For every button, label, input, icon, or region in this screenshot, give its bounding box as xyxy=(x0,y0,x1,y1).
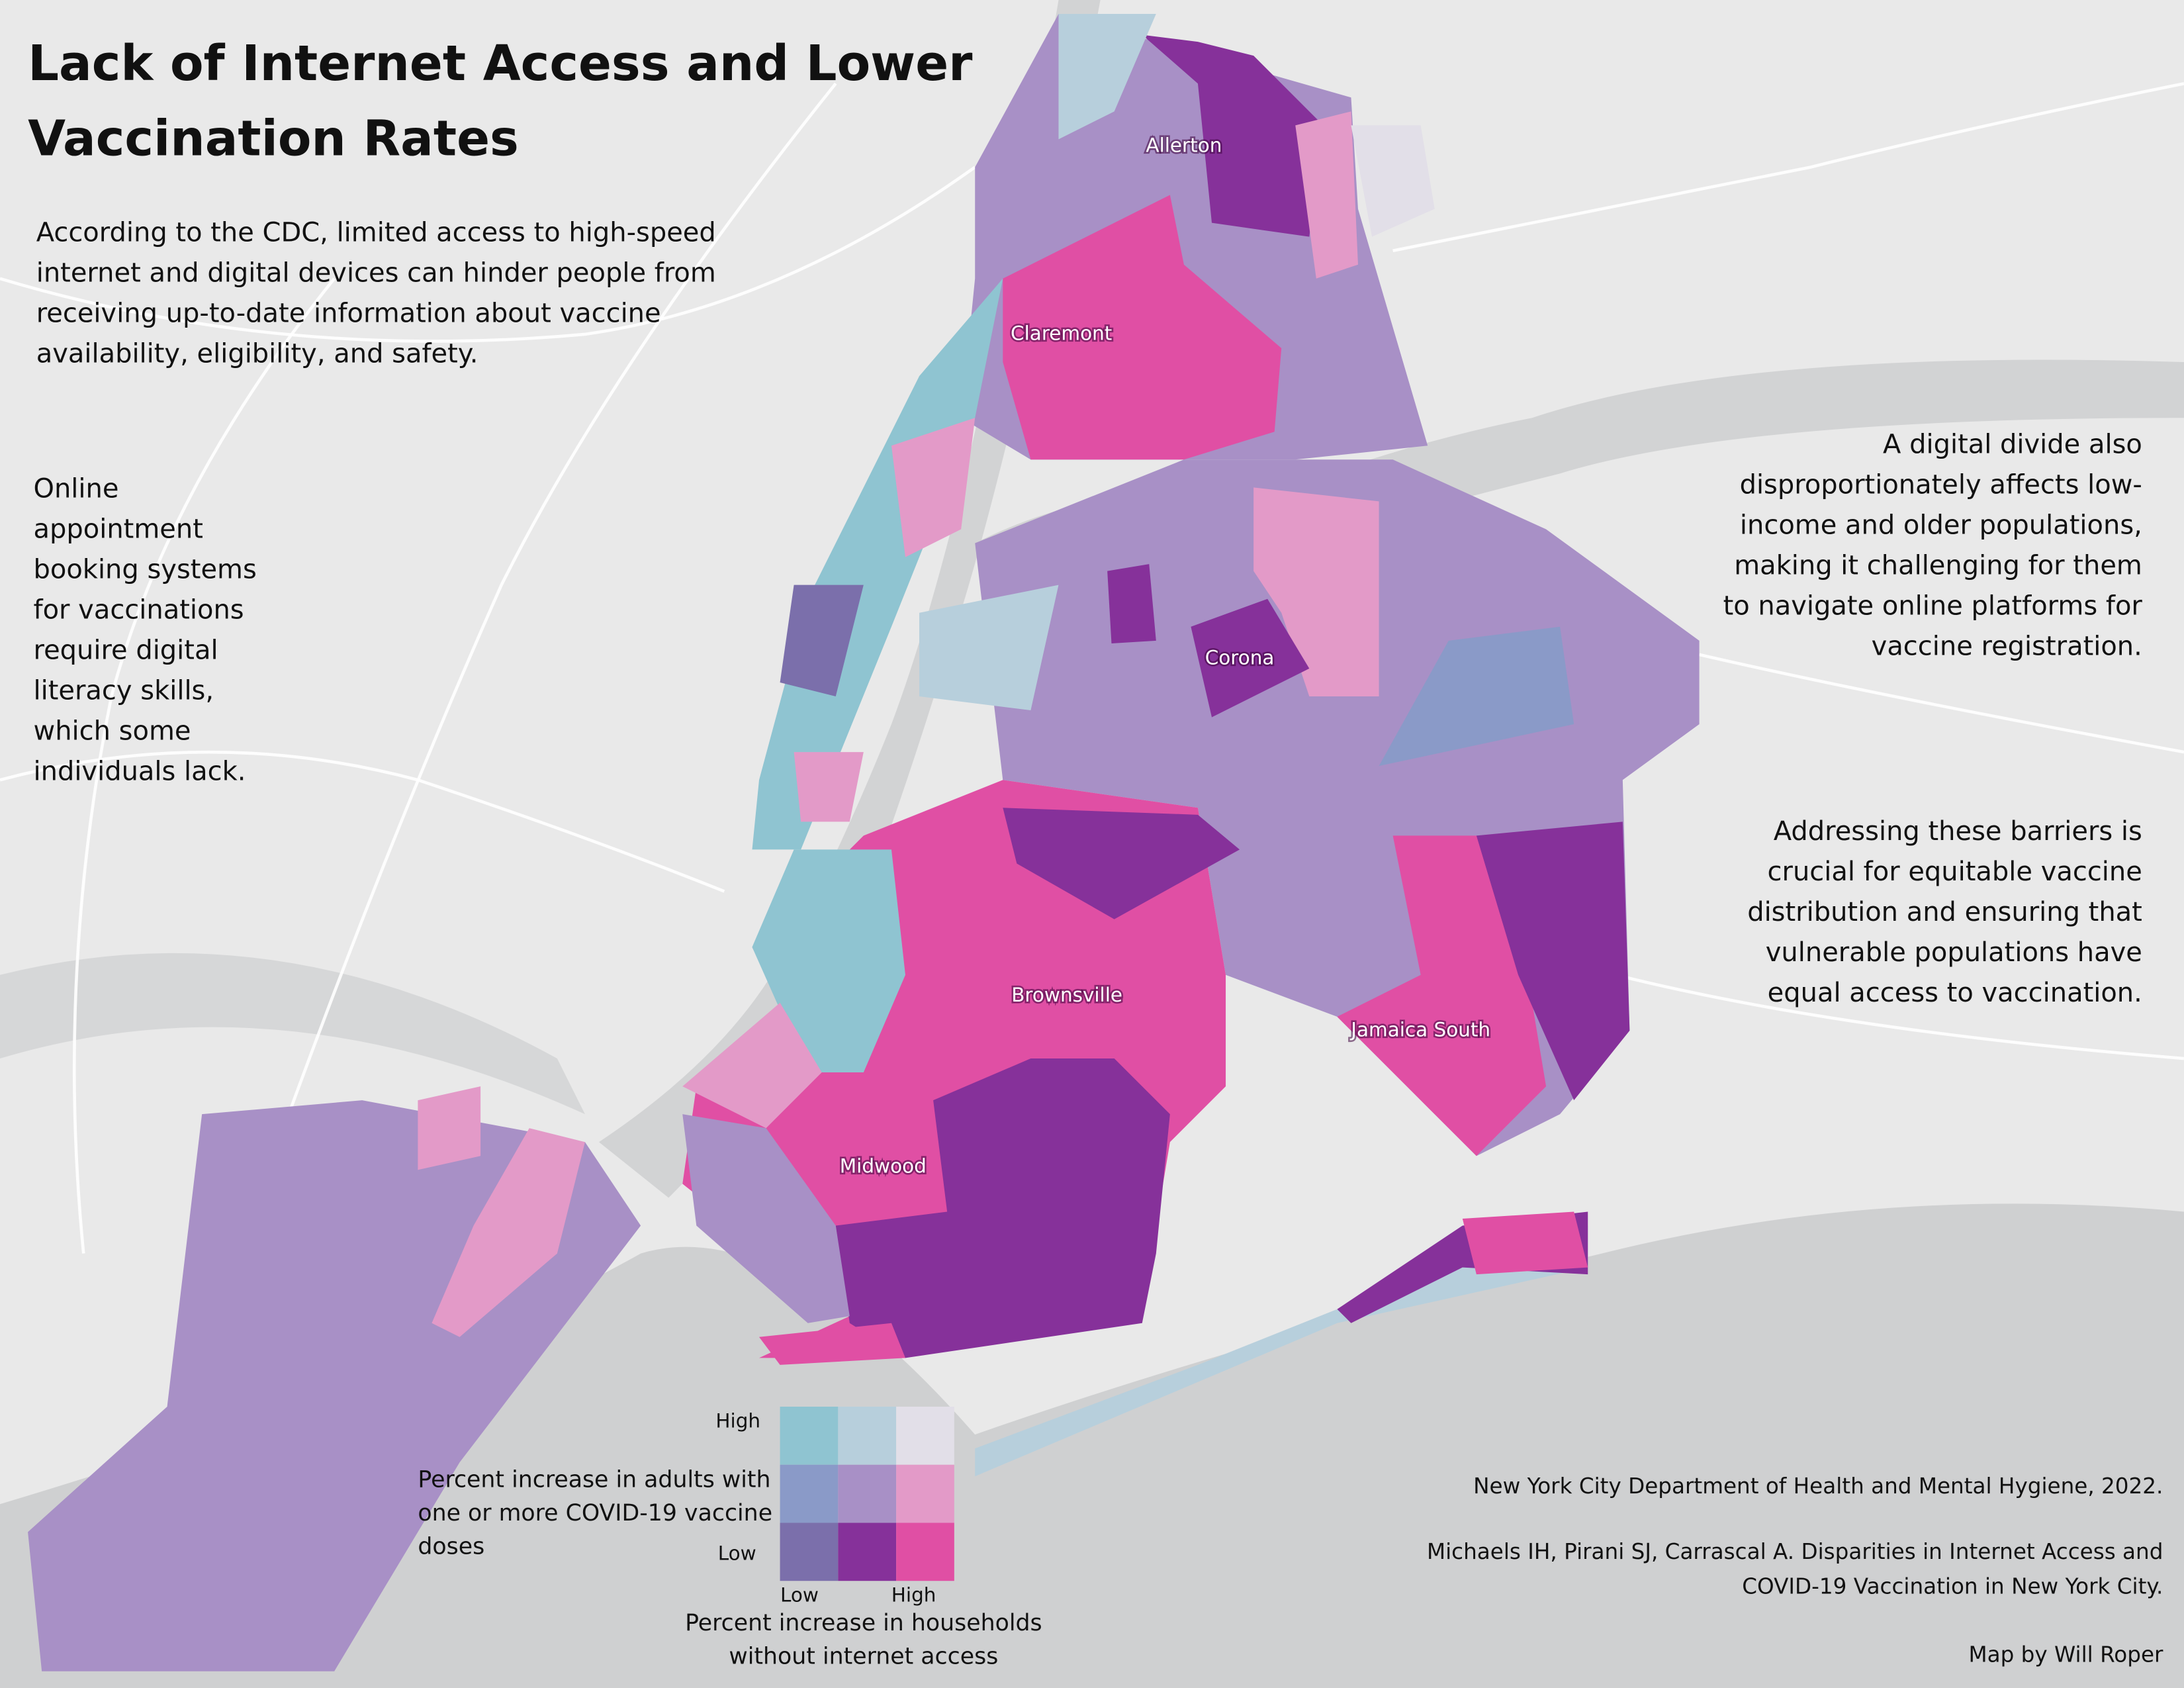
legend-cell xyxy=(780,1464,839,1523)
staten-island-area xyxy=(418,1086,481,1170)
place-label: Jamaica South xyxy=(1349,1018,1490,1041)
annotation: vulnerable populations have xyxy=(1766,937,2142,968)
queens-area xyxy=(1476,821,1630,1101)
title: Lack of Internet Access and Lower xyxy=(28,36,973,92)
annotation: making it challenging for them xyxy=(1734,550,2142,581)
bronx-area xyxy=(1058,14,1156,140)
manhattan-area xyxy=(780,585,864,696)
brooklyn-area xyxy=(1003,808,1240,919)
annotation: internet and digital devices can hinder … xyxy=(36,258,716,288)
legend-axis-label: one or more COVID-19 vaccine xyxy=(418,1500,772,1526)
legend-cell xyxy=(780,1523,839,1581)
credit: Michaels IH, Pirani SJ, Carrascal A. Dis… xyxy=(1427,1539,2163,1564)
queens-area xyxy=(1107,564,1156,644)
signature: Map by Will Roper xyxy=(1968,1642,2163,1667)
annotation: disproportionately affects low- xyxy=(1740,469,2142,500)
legend-cell xyxy=(838,1407,897,1465)
brooklyn-area xyxy=(682,1002,822,1129)
staten-island-area xyxy=(432,1128,585,1337)
legend-axis-label: Percent increase in adults with xyxy=(418,1467,770,1493)
legend-cell xyxy=(838,1464,897,1523)
annotation: availability, eligibility, and safety. xyxy=(36,339,478,369)
legend-axis-label: doses xyxy=(418,1534,484,1560)
legend-tick: Low xyxy=(780,1584,819,1607)
legend-tick: Low xyxy=(718,1542,756,1565)
annotation: equal access to vaccination. xyxy=(1768,978,2142,1008)
legend-cell xyxy=(896,1523,954,1581)
queens-area xyxy=(919,585,1059,711)
queens-area xyxy=(1379,626,1574,767)
boroughs xyxy=(28,14,1700,1671)
brooklyn-area xyxy=(835,1058,1170,1358)
bay xyxy=(0,953,585,1115)
legend-axis-label: Percent increase in households xyxy=(685,1610,1042,1636)
place-label: Claremont xyxy=(1011,322,1112,344)
legend-axis-label: without internet access xyxy=(729,1644,998,1670)
manhattan xyxy=(752,278,1003,850)
legend-cell xyxy=(780,1407,839,1465)
credit: COVID-19 Vaccination in New York City. xyxy=(1742,1574,2163,1599)
legend-cell xyxy=(896,1407,954,1465)
manhattan-area xyxy=(891,418,976,557)
annotation: Addressing these barriers is xyxy=(1774,816,2142,847)
legend-tick: High xyxy=(715,1410,760,1432)
annotation: for vaccinations xyxy=(34,595,244,626)
bronx-area xyxy=(1003,195,1282,460)
title: Vaccination Rates xyxy=(28,111,519,167)
annotation: to navigate online platforms for xyxy=(1723,590,2143,621)
place-label: Allerton xyxy=(1146,134,1222,156)
annotation: income and older populations, xyxy=(1740,510,2142,540)
annotation: literacy skills, xyxy=(34,676,214,706)
annotation: require digital xyxy=(34,635,218,666)
annotation: vaccine registration. xyxy=(1872,631,2142,661)
queens-area xyxy=(1253,487,1379,696)
rockaway-area xyxy=(1462,1211,1588,1275)
rockaway xyxy=(975,1225,1588,1477)
roads xyxy=(0,81,2184,1254)
queens-area xyxy=(1191,598,1310,718)
annotation: booking systems xyxy=(34,555,257,585)
brooklyn-area xyxy=(682,1114,850,1323)
legend-cell xyxy=(896,1464,954,1523)
bronx-area xyxy=(1295,111,1358,279)
place-label: Brownsville xyxy=(1011,984,1122,1006)
legend-cell xyxy=(838,1523,897,1581)
annotation: which some xyxy=(34,716,191,747)
annotation: A digital divide also xyxy=(1883,429,2142,459)
annotation: According to the CDC, limited access to … xyxy=(36,217,716,248)
place-label: Corona xyxy=(1205,647,1275,669)
brooklyn-area xyxy=(752,849,905,1073)
bronx-area xyxy=(1351,125,1435,237)
brooklyn-area xyxy=(759,1323,905,1365)
annotation: receiving up-to-date information about v… xyxy=(36,298,661,328)
legend-tick: High xyxy=(891,1584,936,1607)
annotation: distribution and ensuring that xyxy=(1747,897,2142,927)
manhattan-area xyxy=(794,752,864,822)
annotation: crucial for equitable vaccine xyxy=(1768,857,2142,887)
credit: New York City Department of Health and M… xyxy=(1473,1474,2163,1499)
queens-area xyxy=(1337,835,1547,1156)
content: Lack of Internet Access and Lower Vaccina… xyxy=(28,36,2163,1670)
annotation: Online xyxy=(34,474,119,504)
place-label: Midwood xyxy=(840,1155,927,1178)
bronx-area xyxy=(1142,34,1324,237)
annotation: appointment xyxy=(34,514,203,545)
annotation: individuals lack. xyxy=(34,757,246,787)
